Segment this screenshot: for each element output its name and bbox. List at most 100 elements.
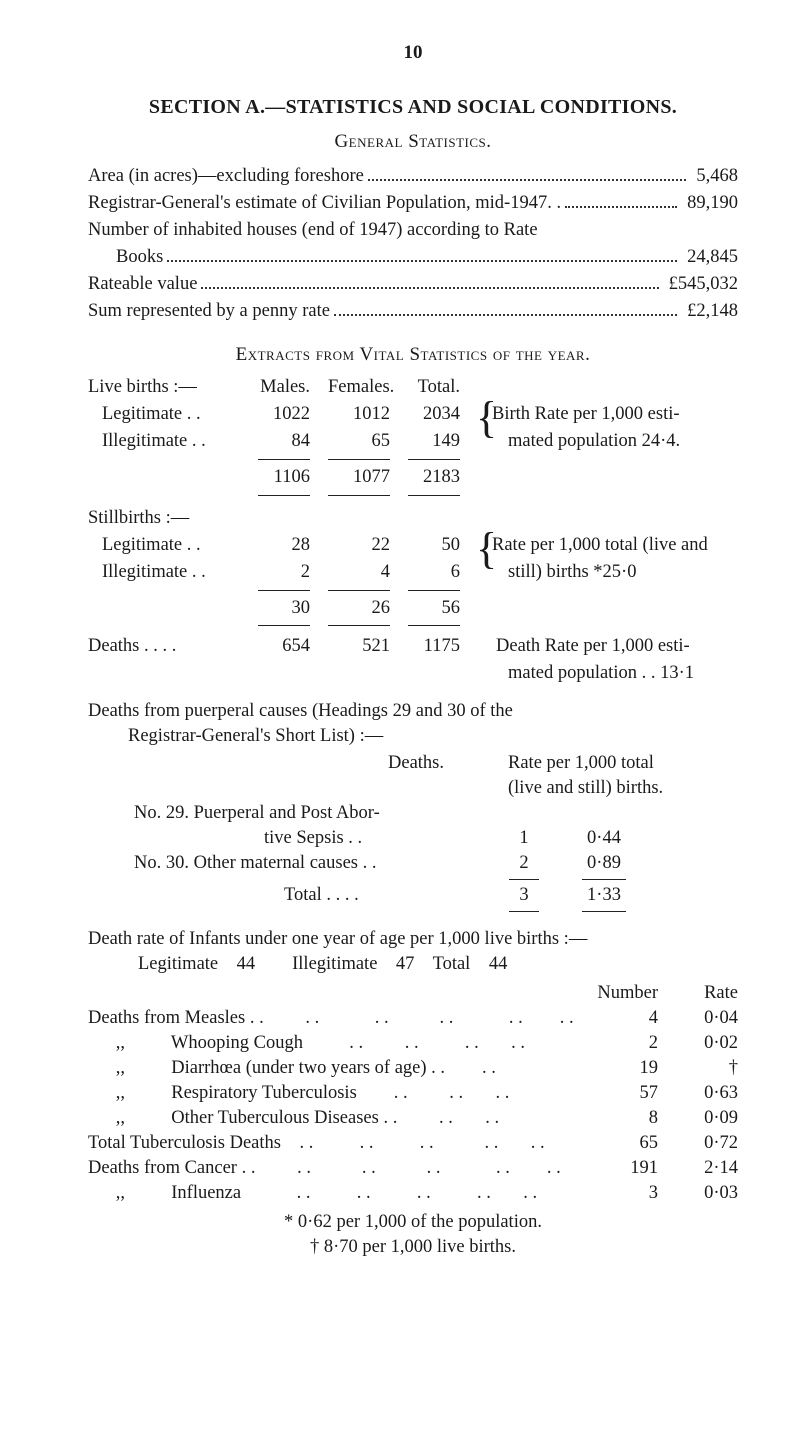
row-number: 3 [578,1181,658,1206]
hdr-females: Females. [328,374,408,401]
table-row: Total Tuberculosis Deaths . . . . . . . … [88,1131,738,1156]
col-rate-2: (live and still) births. [508,776,738,801]
stat-label: Number of inhabited houses (end of 1947)… [88,218,538,243]
row-label: ,, Diarrhœa (under two years of age) . .… [88,1056,578,1081]
infant-intro: Death rate of Infants under one year of … [88,927,738,952]
row-number: 19 [578,1056,658,1081]
stat-label: Books [116,245,163,270]
table-row: ,, Other Tuberculous Diseases . . . . . … [88,1106,738,1131]
stat-label: Sum represented by a penny rate [88,299,330,324]
total-lbl: Total . . . . [134,883,504,908]
row-number: 191 [578,1156,658,1181]
leader-dots [167,260,677,262]
row-rate: † [658,1056,738,1081]
hdr-males: Males. [258,374,328,401]
stat-value: 89,190 [681,191,738,216]
row-illegit-lbl: Illegitimate . . [88,428,258,455]
row-number: 57 [578,1081,658,1106]
row-illegit-f: 65 [328,428,408,455]
row-label: ,, Whooping Cough . . . . . . . . [88,1031,578,1056]
deaths-f: 521 [328,633,408,660]
still-hdr: Stillbirths :— [88,500,258,532]
row-rate: 0·09 [658,1106,738,1131]
r30n: 2 [504,851,544,876]
stat-row: Area (in acres)—excluding foreshore 5,468 [88,164,738,189]
r29b: tive Sepsis . . [134,826,504,851]
row-label: ,, Respiratory Tuberculosis . . . . . . [88,1081,578,1106]
row-legit-lbl: Legitimate . . [88,401,258,428]
stat-value: 5,468 [690,164,738,189]
row-illegit-t: 149 [408,428,478,455]
stat-value: £545,032 [663,272,738,297]
infant-block: Death rate of Infants under one year of … [88,927,738,1260]
hdr-rate: Rate [658,981,738,1006]
puerperal-intro-1: Deaths from puerperal causes (Headings 2… [88,699,738,724]
still-legit-f: 22 [328,532,408,559]
still-legit-t: 50 [408,532,478,559]
infant-table: Number Rate Deaths from Measles . . . . … [88,981,738,1206]
footnote-2: † 8·70 per 1,000 live births. [88,1235,738,1260]
row-legit-f: 1012 [328,401,408,428]
subtitle: General Statistics. [88,129,738,155]
table-row: Deaths from Measles . . . . . . . . . . … [88,1006,738,1031]
hdr-note [478,390,738,392]
deaths-lbl: Deaths . . . . [88,630,258,660]
row-label: ,, Influenza . . . . . . . . . . [88,1181,578,1206]
hdr-number: Number [578,981,658,1006]
still-illegit-f: 4 [328,559,408,586]
row-rate: 0·72 [658,1131,738,1156]
stat-row: Rateable value £545,032 [88,272,738,297]
r30: No. 30. Other maternal causes . . [134,851,504,876]
footnote-1: * 0·62 per 1,000 of the population. [88,1210,738,1235]
row-number: 8 [578,1106,658,1131]
row-legit-t: 2034 [408,401,478,428]
still-illegit-lbl: Illegitimate . . [88,559,258,586]
deaths-m: 654 [258,633,328,660]
hdr-live: Live births :— [88,374,258,401]
row-number: 4 [578,1006,658,1031]
r29r: 0·44 [544,826,664,851]
table-row: Deaths from Cancer . . . . . . . . . . .… [88,1156,738,1181]
puerperal-block: Deaths from puerperal causes (Headings 2… [88,699,738,915]
page-number: 10 [88,40,738,66]
stat-row: Books 24,845 [88,245,738,270]
extracts-title: Extracts from Vital Statistics of the ye… [88,342,738,368]
deaths-note-2: mated population . . 13·1 [478,660,738,687]
table-row: ,, Diarrhœa (under two years of age) . .… [88,1056,738,1081]
col-rate-1: Rate per 1,000 total [508,751,738,776]
row-rate: 0·02 [658,1031,738,1056]
sub2-t: 56 [408,595,478,622]
table-row: ,, Whooping Cough . . . . . . . .20·02 [88,1031,738,1056]
sub2-m: 30 [258,595,328,622]
leader-dots [565,206,677,208]
section-title: SECTION A.—STATISTICS AND SOCIAL CONDITI… [88,94,738,121]
sub2-f: 26 [328,595,408,622]
sub1-t: 2183 [408,464,478,491]
r29a: No. 29. Puerperal and Post Abor- [134,801,504,826]
still-illegit-m: 2 [258,559,328,586]
page: 10 SECTION A.—STATISTICS AND SOCIAL COND… [0,0,800,1432]
row-rate: 0·04 [658,1006,738,1031]
stat-row: Sum represented by a penny rate £2,148 [88,299,738,324]
stat-label: Rateable value [88,272,197,297]
stat-row: Number of inhabited houses (end of 1947)… [88,218,738,243]
row-label: Total Tuberculosis Deaths . . . . . . . … [88,1131,578,1156]
birth-note-1: { Birth Rate per 1,000 esti- [478,401,738,428]
brace-icon: { [476,403,497,434]
table-row: ,, Influenza . . . . . . . . . .30·03 [88,1181,738,1206]
row-number: 2 [578,1031,658,1056]
birth-note-2: mated population 24·4. [478,428,738,455]
col-deaths: Deaths. [388,751,508,801]
puerperal-intro-2: Registrar-General's Short List) :— [88,724,738,749]
row-illegit-m: 84 [258,428,328,455]
still-note-1: { Rate per 1,000 total (live and [478,532,738,559]
row-rate: 0·03 [658,1181,738,1206]
sub1-f: 1077 [328,464,408,491]
still-note-2: still) births *25·0 [478,559,738,586]
stat-value: 24,845 [681,245,738,270]
stat-value: £2,148 [681,299,738,324]
still-legit-lbl: Legitimate . . [88,532,258,559]
deaths-t: 1175 [408,633,478,660]
row-label: ,, Other Tuberculous Diseases . . . . . … [88,1106,578,1131]
stat-label: Area (in acres)—excluding foreshore [88,164,364,189]
